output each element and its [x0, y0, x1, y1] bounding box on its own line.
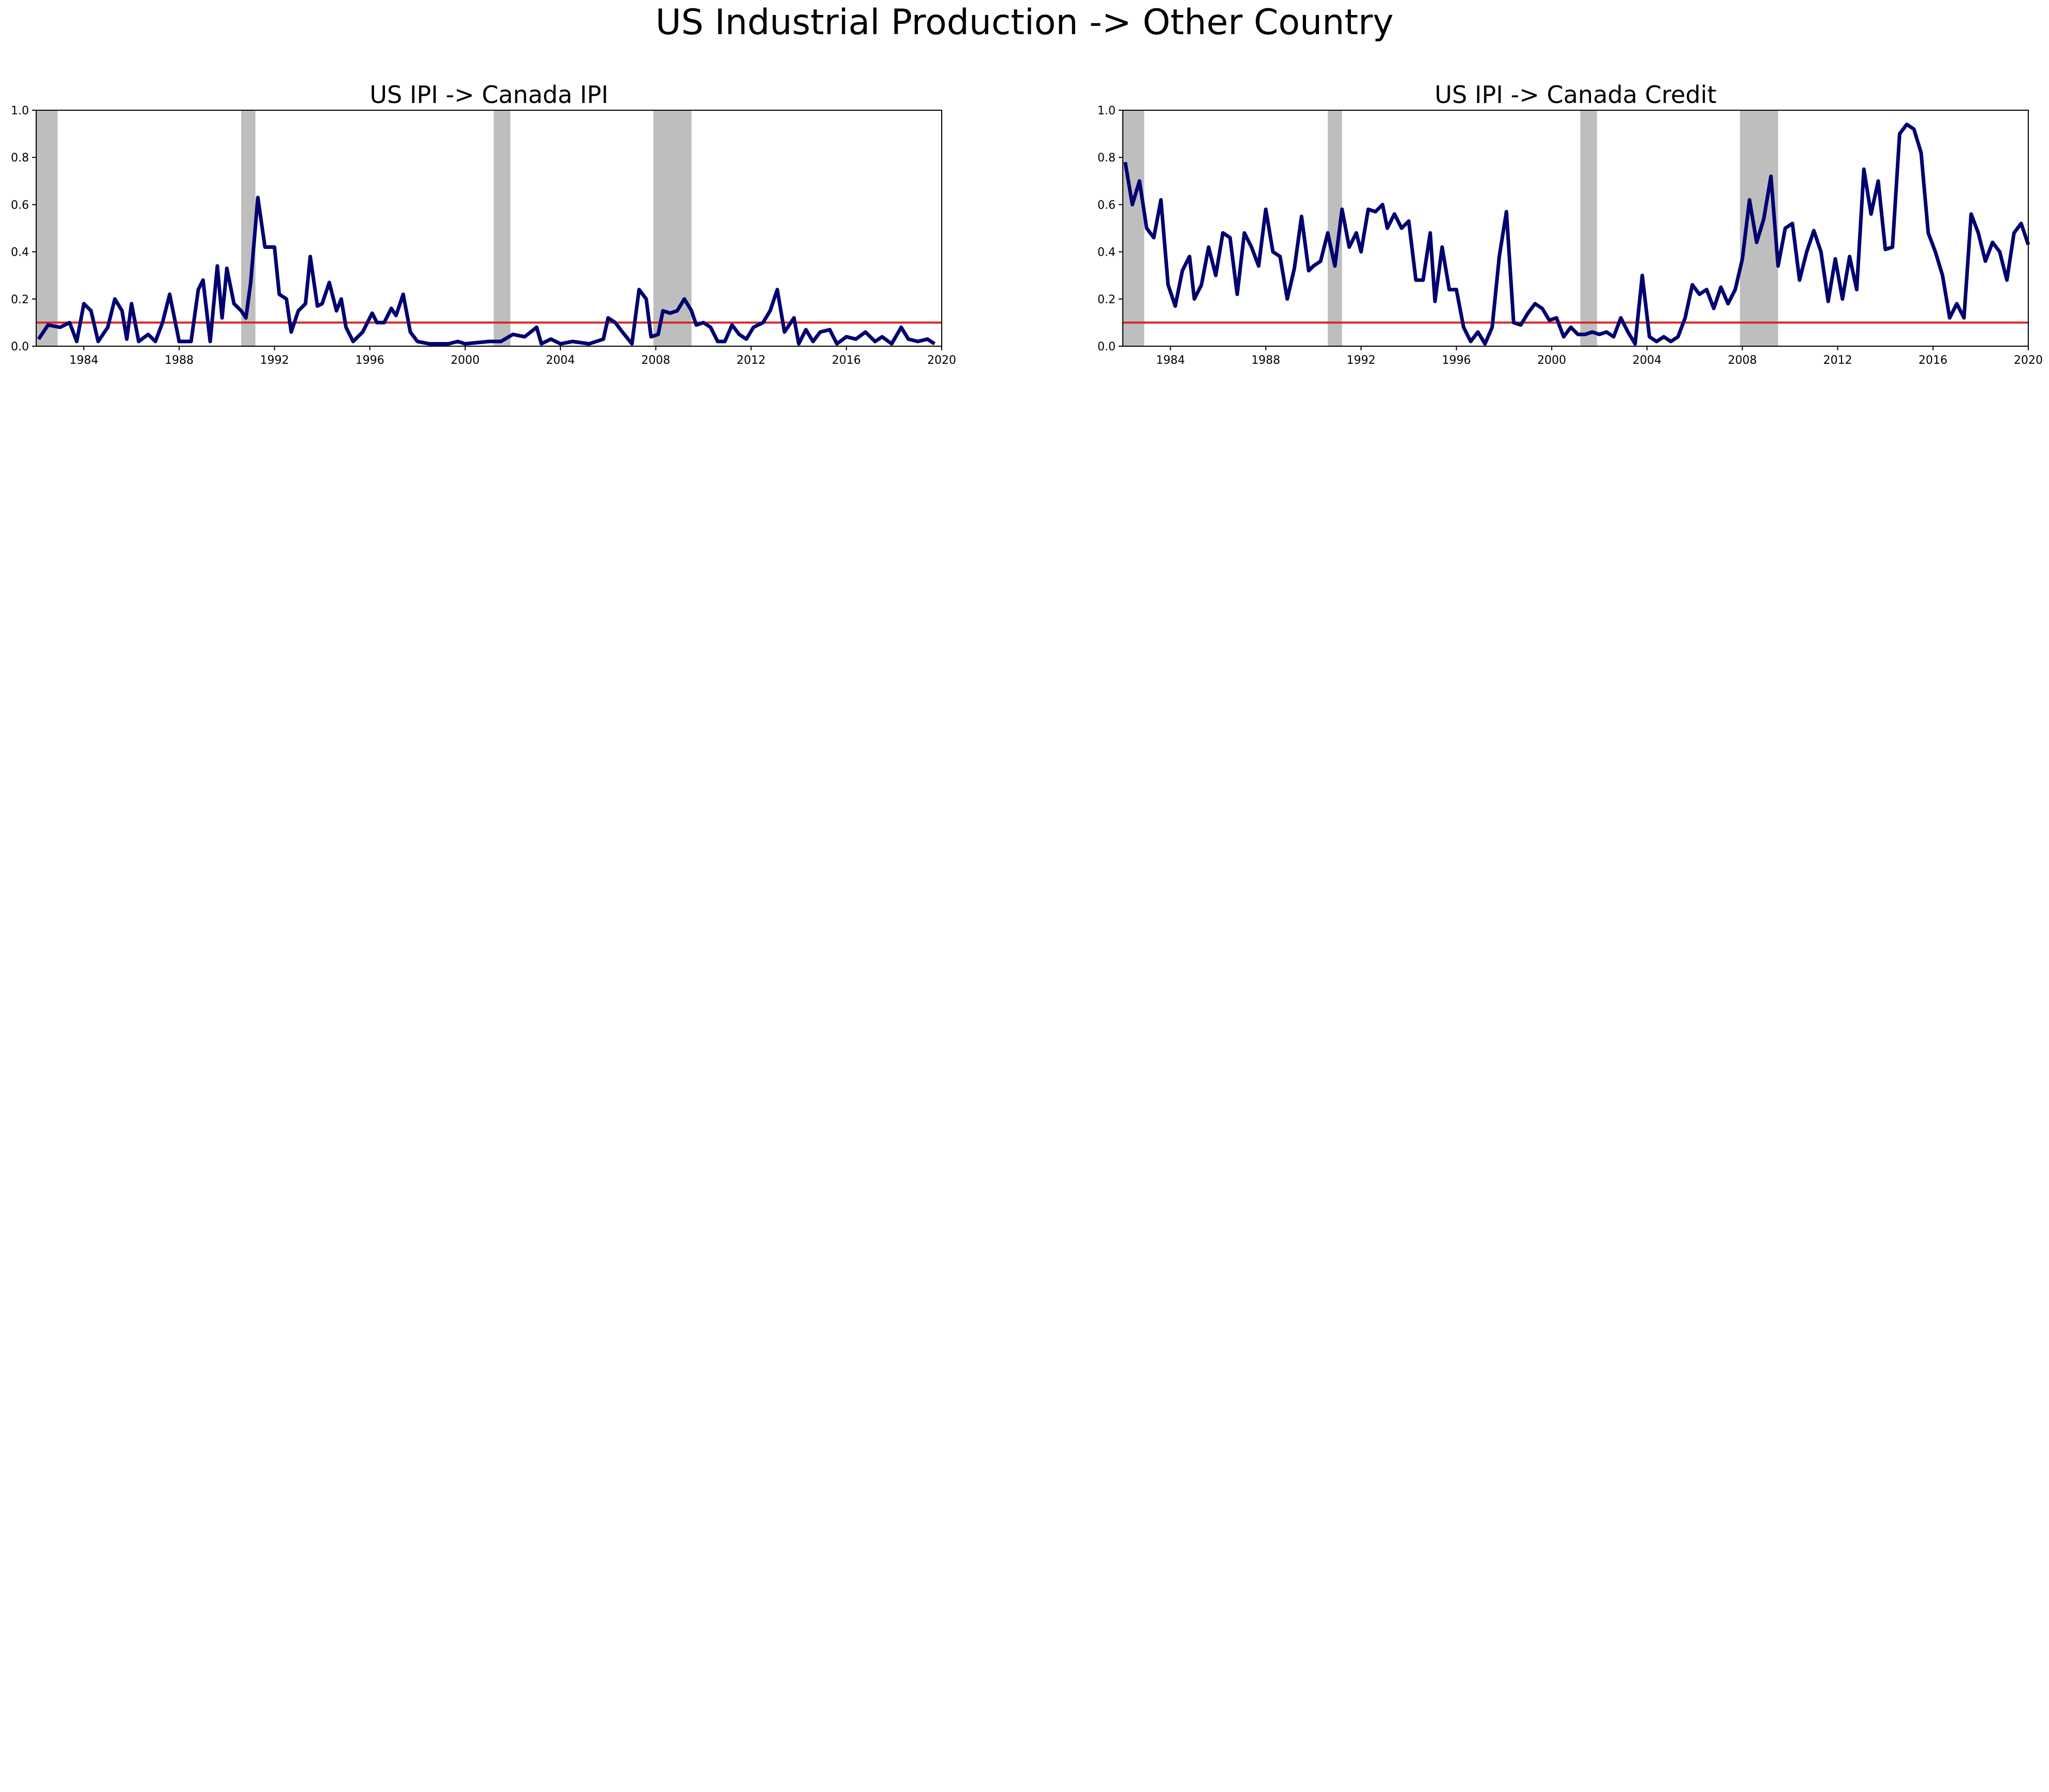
x-tick-label: 2020 [2014, 354, 2043, 367]
x-tick-label: 1996 [355, 354, 384, 367]
x-tick-label: 2008 [1728, 354, 1757, 367]
x-tick-label: 1984 [69, 354, 98, 367]
y-tick-label: 0.2 [1097, 293, 1116, 306]
series-line [37, 196, 936, 346]
x-tick-label: 1992 [1347, 354, 1376, 367]
x-tick-label: 1992 [260, 354, 289, 367]
axes-frame [36, 110, 942, 347]
subplot-title: US IPI -> Canada IPI [369, 81, 608, 109]
x-tick-label: 2000 [451, 354, 480, 367]
recession-band [1123, 110, 1145, 346]
subplot-title: US IPI -> Canada Credit [1435, 81, 1717, 109]
y-tick-label: 0.8 [1097, 152, 1116, 165]
y-tick-label: 0.8 [11, 152, 29, 165]
recession-band [1580, 110, 1597, 346]
x-tick-label: 2016 [832, 354, 861, 367]
x-tick-label: 1984 [1156, 354, 1185, 367]
recession-band [653, 110, 692, 346]
series-line [1123, 122, 2030, 346]
subplot-1: US IPI -> Canada IPI 1984 1988 1992 1996 2000… [11, 81, 956, 367]
x-tick-label: 2012 [737, 354, 766, 367]
y-tick-label: 1.0 [1097, 105, 1116, 117]
y-tick-label: 0.0 [11, 340, 29, 353]
x-tick-label: 2016 [1919, 354, 1948, 367]
x-tick-label: 2020 [927, 354, 956, 367]
x-tick-label: 2012 [1823, 354, 1852, 367]
x-tick-label: 2008 [641, 354, 670, 367]
y-tick-label: 0.4 [11, 246, 29, 259]
y-tick-label: 0.0 [1097, 340, 1116, 353]
x-tick-label: 1988 [165, 354, 194, 367]
recession-band [36, 110, 58, 346]
y-tick-label: 0.4 [1097, 246, 1116, 259]
x-tick-label: 2004 [546, 354, 575, 367]
subplot-2: US IPI -> Canada Credit 1984 1988 1992 1996 2… [1097, 81, 2043, 367]
x-tick-label: 1988 [1251, 354, 1280, 367]
y-tick-label: 0.2 [11, 293, 29, 306]
recession-band [494, 110, 511, 346]
axes-frame [1122, 110, 2029, 347]
y-tick-label: 0.6 [1097, 199, 1116, 212]
figure-title: US Industrial Production -> Other Countr… [655, 2, 1394, 43]
x-tick-label: 2000 [1537, 354, 1566, 367]
y-tick-label: 1.0 [11, 105, 29, 117]
x-tick-label: 1996 [1442, 354, 1471, 367]
x-tick-label: 2004 [1632, 354, 1661, 367]
y-tick-label: 0.6 [11, 199, 29, 212]
